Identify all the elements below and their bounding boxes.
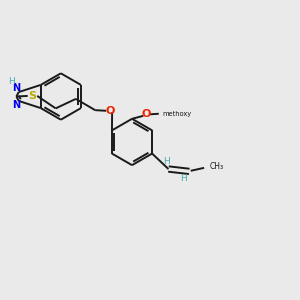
Text: O: O [106,106,115,116]
Text: methoxy: methoxy [163,111,192,117]
Text: N: N [13,100,21,110]
Text: H: H [180,174,187,183]
Text: N: N [13,83,21,93]
Text: H: H [8,77,15,86]
Text: S: S [28,91,36,101]
Text: CH₃: CH₃ [209,162,223,171]
Text: O: O [142,109,151,119]
Text: H: H [163,158,170,166]
